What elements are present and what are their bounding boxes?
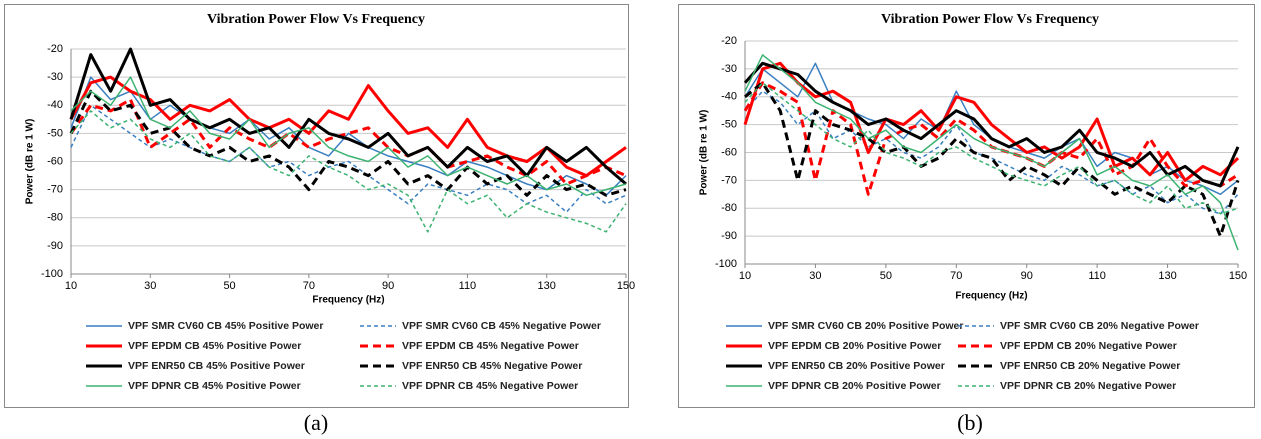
x-tick-label: 90 <box>1021 270 1033 282</box>
x-tick-label: 70 <box>950 270 962 282</box>
series-line <box>69 75 627 178</box>
x-tick-label: 30 <box>144 280 156 292</box>
series-line <box>744 62 1239 196</box>
panel-border <box>678 4 1255 408</box>
series-line <box>70 110 627 233</box>
legend-label: VPF SMR CV60 CB 20% Positive Power <box>768 320 963 332</box>
series-line <box>69 47 627 186</box>
panel-border <box>4 4 629 408</box>
y-tick-label: -90 <box>47 240 63 252</box>
series-line <box>69 98 627 186</box>
y-tick-label: -40 <box>47 99 63 111</box>
chart-title: Vibration Power Flow Vs Frequency <box>207 12 425 27</box>
y-tick-label: -80 <box>721 202 737 214</box>
series-line <box>743 61 1240 182</box>
series-line <box>70 104 627 213</box>
x-tick-label: 10 <box>739 270 751 282</box>
y-tick-label: -50 <box>721 119 737 131</box>
x-axis-label: Frequency (Hz) <box>312 295 384 306</box>
y-tick-label: -60 <box>721 146 737 158</box>
series-line <box>744 81 1240 238</box>
series-line <box>70 76 627 197</box>
legend-label: VPF DPNR CB 45% Positive Power <box>128 380 301 392</box>
series-line <box>743 61 1240 188</box>
x-tick-label: 70 <box>303 280 315 292</box>
y-tick-label: -70 <box>721 174 737 186</box>
y-tick-label: -70 <box>47 184 63 196</box>
legend-label: VPF DPNR CB 20% Negative Power <box>1000 380 1176 392</box>
x-tick-label: 30 <box>809 270 821 282</box>
panel-caption: (a) <box>304 410 328 435</box>
panel-caption: (b) <box>957 410 983 435</box>
legend-label: VPF DPNR CB 45% Negative Power <box>402 380 578 392</box>
legend-label: VPF ENR50 CB 20% Negative Power <box>1000 360 1180 372</box>
y-tick-label: -100 <box>715 258 737 270</box>
y-axis-label: Power (dB re 1 W) <box>699 110 710 196</box>
y-tick-label: -100 <box>41 268 63 280</box>
legend-label: VPF EPDM CB 45% Negative Power <box>402 340 579 352</box>
y-tick-label: -50 <box>47 127 63 139</box>
legend-label: VPF SMR CV60 CB 45% Positive Power <box>128 320 323 332</box>
y-tick-label: -60 <box>47 155 63 167</box>
series-line <box>70 76 627 197</box>
x-tick-label: 10 <box>65 280 77 292</box>
x-tick-label: 110 <box>459 280 477 292</box>
legend-label: VPF SMR CV60 CB 20% Negative Power <box>1000 320 1199 332</box>
x-tick-label: 90 <box>382 280 394 292</box>
legend-label: VPF EPDM CB 45% Positive Power <box>128 340 301 352</box>
y-tick-label: -30 <box>47 71 63 83</box>
y-tick-label: -20 <box>721 35 737 47</box>
legend-label: VPF DPNR CB 20% Positive Power <box>768 380 941 392</box>
x-tick-label: 130 <box>538 280 556 292</box>
legend-label: VPF ENR50 CB 20% Positive Power <box>768 360 945 372</box>
y-tick-label: -20 <box>47 43 63 55</box>
y-tick-label: -40 <box>721 91 737 103</box>
legend-label: VPF EPDM CB 20% Negative Power <box>1000 340 1177 352</box>
x-tick-label: 150 <box>1229 270 1247 282</box>
series-line <box>744 90 1239 215</box>
y-tick-label: -90 <box>721 230 737 242</box>
legend-label: VPF SMR CV60 CB 45% Negative Power <box>402 320 601 332</box>
y-tick-label: -80 <box>47 212 63 224</box>
legend-label: VPF ENR50 CB 45% Positive Power <box>128 360 305 372</box>
series-line <box>744 54 1239 251</box>
x-axis-label: Frequency (Hz) <box>955 291 1027 302</box>
chart-title: Vibration Power Flow Vs Frequency <box>881 12 1099 27</box>
y-tick-label: -30 <box>721 63 737 75</box>
series-line <box>69 89 627 197</box>
x-tick-label: 50 <box>880 270 892 282</box>
y-axis-label: Power (dB re 1 W) <box>25 119 36 205</box>
x-tick-label: 150 <box>617 280 635 292</box>
legend-label: VPF ENR50 CB 45% Negative Power <box>402 360 582 372</box>
x-tick-label: 130 <box>1158 270 1176 282</box>
legend-label: VPF EPDM CB 20% Positive Power <box>768 340 941 352</box>
x-tick-label: 110 <box>1088 270 1106 282</box>
x-tick-label: 50 <box>223 280 235 292</box>
series-line <box>744 82 1239 215</box>
